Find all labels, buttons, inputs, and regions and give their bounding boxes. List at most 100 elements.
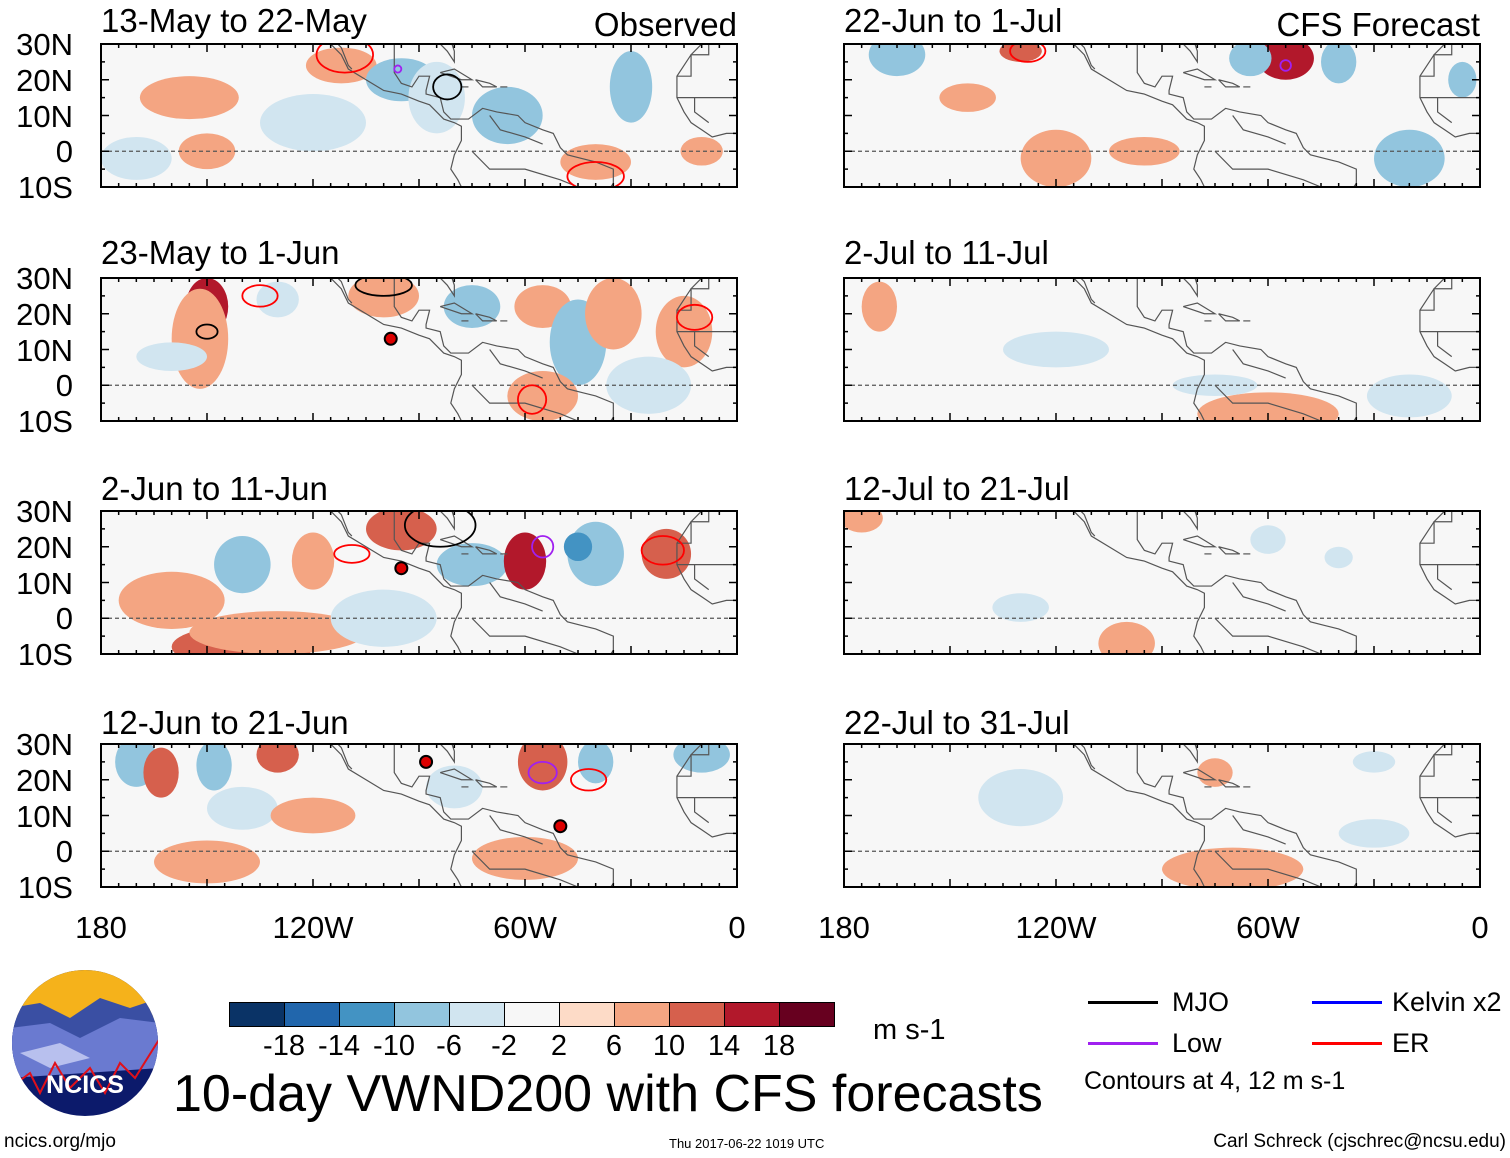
wave-contour	[432, 73, 463, 101]
lat-label: 30N	[16, 261, 73, 296]
legend-line-kelvin	[1312, 1001, 1382, 1004]
contours-note: Contours at 4, 12 m s-1	[1084, 1067, 1346, 1095]
coastline	[422, 744, 455, 764]
map-panel	[100, 743, 738, 888]
coastline	[1136, 511, 1357, 654]
panel-title: 2-Jul to 11-Jul	[844, 234, 1049, 271]
coastline	[393, 44, 614, 187]
coastline	[1136, 278, 1357, 421]
anomaly-shading	[291, 532, 335, 590]
coastline	[676, 97, 710, 124]
anomaly-shading	[992, 593, 1049, 622]
anomaly-shading	[436, 543, 508, 587]
coastline	[489, 115, 543, 145]
coastline	[676, 278, 710, 311]
anomaly-shading	[408, 61, 465, 134]
wave-contour	[241, 284, 279, 308]
wave-contour	[517, 384, 548, 415]
coastline	[676, 44, 710, 77]
anomaly-shading	[305, 47, 377, 84]
panel-tag: Observed	[593, 6, 737, 43]
coastline	[329, 44, 463, 187]
coastline	[1072, 278, 1206, 421]
coastline	[676, 564, 710, 591]
coastline	[1214, 617, 1322, 654]
coastline	[1419, 797, 1453, 824]
panel-title: 23-May to 1-Jun	[101, 234, 340, 271]
anomaly-shading	[1162, 847, 1304, 887]
coastline	[475, 779, 498, 788]
anomaly-shading	[1338, 819, 1410, 848]
anomaly-shading	[1109, 136, 1180, 166]
anomaly-shading	[366, 511, 437, 551]
lon-label: 0	[1471, 910, 1489, 945]
wave-contour	[315, 44, 374, 74]
lat-label: 10S	[17, 870, 73, 905]
legend-label-low: Low	[1172, 1028, 1222, 1058]
lat-label: 30N	[16, 27, 73, 62]
colorbar-tick: 14	[707, 1030, 741, 1062]
lat-label: 10N	[16, 565, 73, 601]
anomaly-shading	[585, 278, 642, 350]
colorbar-swatch	[670, 1003, 725, 1026]
coastline	[1232, 349, 1286, 379]
coastline	[1079, 744, 1096, 770]
panel-title: 12-Jul to 21-Jul	[844, 470, 1070, 507]
coastline	[471, 850, 579, 887]
anomaly-shading	[443, 285, 501, 329]
panel-tag: CFS Forecast	[1276, 6, 1480, 43]
coastline	[1218, 313, 1241, 322]
lon-label: 180	[75, 910, 127, 945]
anomaly-shading	[1257, 44, 1314, 80]
colorbar-tick: 6	[605, 1030, 623, 1062]
lat-label: 0	[55, 601, 73, 637]
anomaly-shading	[1098, 621, 1155, 654]
wave-contour	[676, 303, 714, 331]
coastline	[422, 511, 455, 531]
tropical-storm-icon	[383, 331, 398, 346]
coastline	[1072, 744, 1206, 887]
map-panel	[843, 743, 1481, 888]
lat-label: 10N	[16, 798, 73, 834]
anomaly-shading	[939, 83, 996, 112]
colorbar-swatch	[505, 1003, 560, 1026]
coastline	[676, 511, 737, 605]
logo-text: NCICS	[46, 1071, 124, 1099]
lat-label: 20N	[16, 529, 73, 565]
anomaly-shading	[348, 278, 419, 318]
anomaly-shading	[1321, 44, 1357, 84]
anomaly-shading	[1003, 331, 1109, 368]
wave-contour	[333, 544, 371, 564]
anomaly-shading	[472, 836, 578, 880]
coastline	[489, 349, 543, 379]
anomaly-shading	[1352, 751, 1396, 773]
anomaly-shading	[139, 76, 239, 120]
coastline	[1419, 744, 1480, 838]
colorbar-swatch	[230, 1003, 285, 1026]
wave-contour	[393, 64, 403, 74]
lat-label: 10S	[17, 404, 73, 439]
wave-contour	[527, 760, 558, 785]
footer-author: Carl Schreck (cjschrec@ncsu.edu)	[1213, 1131, 1506, 1152]
anomaly-shading	[1229, 44, 1272, 77]
coastline	[1232, 115, 1286, 145]
legend-line-er	[1312, 1042, 1382, 1045]
coastline	[1079, 511, 1096, 537]
coastline	[329, 278, 463, 421]
anomaly-shading	[507, 370, 578, 421]
colorbar-swatch	[725, 1003, 780, 1026]
coastline	[471, 617, 579, 654]
coastline	[1419, 278, 1453, 311]
footer-url[interactable]: ncics.org/mjo	[4, 1131, 116, 1152]
tropical-storm-icon	[394, 561, 409, 576]
anomaly-shading	[503, 532, 547, 590]
colorbar-tick: -2	[491, 1030, 517, 1062]
map-panel	[843, 510, 1481, 655]
coastline	[440, 68, 475, 81]
coastline	[676, 744, 737, 838]
coastline	[336, 744, 353, 770]
anomaly-shading	[680, 136, 723, 166]
wave-contour	[570, 768, 608, 792]
coastline	[1136, 44, 1357, 187]
anomaly-shading	[563, 532, 593, 562]
